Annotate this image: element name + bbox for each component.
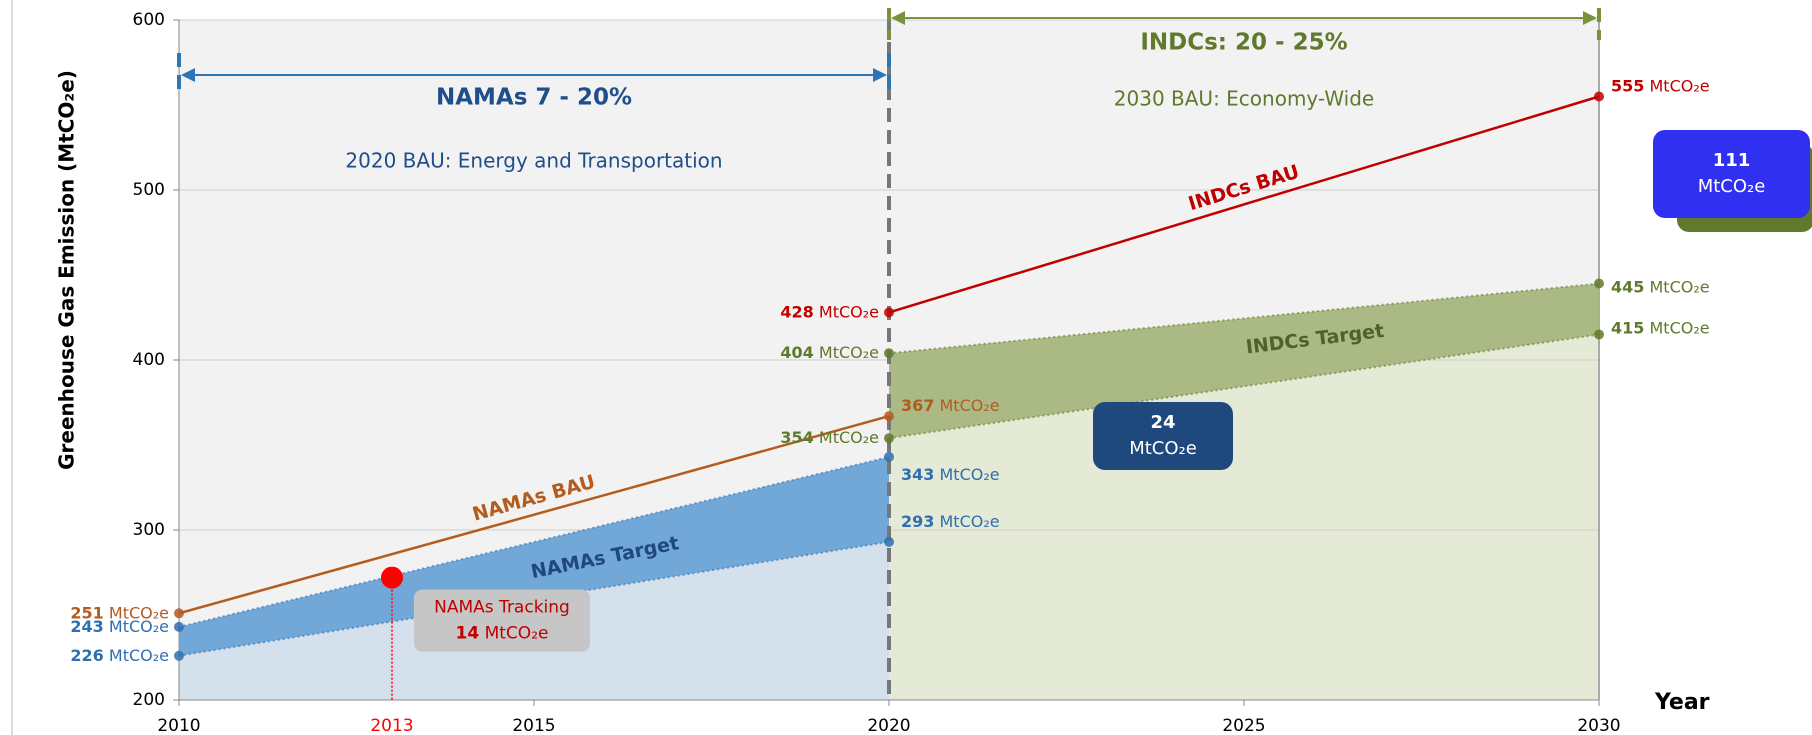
tracking-gap: 14 MtCO₂e — [456, 624, 549, 644]
point — [884, 307, 894, 318]
gap-box — [1093, 402, 1233, 470]
point-label: 343 MtCO₂e — [901, 464, 1000, 483]
line — [178, 414, 890, 615]
y-tick-label: 200 — [133, 690, 165, 710]
tracking-point — [381, 566, 403, 589]
point — [1594, 278, 1604, 289]
x-tick-label: 2030 — [1577, 716, 1620, 735]
gap-box — [1653, 130, 1810, 218]
point-label: 251 MtCO₂e — [70, 603, 169, 622]
point-label: 354 MtCO₂e — [780, 428, 879, 447]
x-tick-label: 2015 — [512, 716, 555, 735]
period-title: INDCs: 20 - 25% — [1140, 30, 1347, 56]
y-tick-label: 500 — [133, 180, 165, 200]
point — [174, 608, 184, 619]
y-tick-label: 600 — [133, 10, 165, 30]
point-label: 226 MtCO₂e — [70, 645, 169, 664]
gap-label: 111 MtCO₂e — [1698, 150, 1766, 197]
period-title: NAMAs 7 - 20% — [436, 85, 632, 111]
line — [888, 95, 1600, 314]
tracking-tick-label: 2013 — [370, 716, 413, 735]
point-label: 428 MtCO₂e — [780, 302, 879, 321]
y-tick-label: 400 — [133, 350, 165, 370]
gap-label: 24 MtCO₂e — [1129, 412, 1197, 459]
point-label: 445 MtCO₂e — [1611, 277, 1710, 296]
point-label: 367 MtCO₂e — [901, 396, 1000, 415]
point — [174, 621, 184, 632]
y-axis-label: Greenhouse Gas Emission (MtCO₂e) — [55, 70, 79, 470]
tracking-label: NAMAs Tracking — [434, 598, 570, 618]
point-label: 293 MtCO₂e — [901, 511, 1000, 530]
area-under-target — [889, 334, 1599, 700]
point-label: 555 MtCO₂e — [1611, 76, 1710, 95]
point-label: 415 MtCO₂e — [1611, 318, 1710, 337]
target-band — [889, 283, 1599, 439]
point — [1594, 329, 1604, 340]
point-label: 404 MtCO₂e — [780, 343, 879, 362]
point — [884, 433, 894, 444]
point — [174, 650, 184, 661]
x-tick-label: 2010 — [157, 716, 200, 735]
point — [884, 536, 894, 547]
period-subtitle: 2030 BAU: Economy-Wide — [1114, 87, 1374, 111]
point — [884, 451, 894, 462]
period-subtitle: 2020 BAU: Energy and Transportation — [345, 149, 722, 173]
point — [1594, 91, 1604, 102]
y-tick-label: 300 — [133, 520, 165, 540]
tracking-box — [414, 589, 590, 652]
x-tick-label: 2020 — [867, 716, 910, 735]
target-band — [179, 456, 889, 656]
point — [884, 411, 894, 422]
target-edge — [178, 455, 890, 628]
x-tick-label: 2025 — [1222, 716, 1265, 735]
point — [884, 348, 894, 359]
x-axis-label: Year — [1654, 690, 1710, 715]
point-label: 243 MtCO₂e — [70, 616, 169, 635]
target-edge — [888, 282, 1600, 355]
